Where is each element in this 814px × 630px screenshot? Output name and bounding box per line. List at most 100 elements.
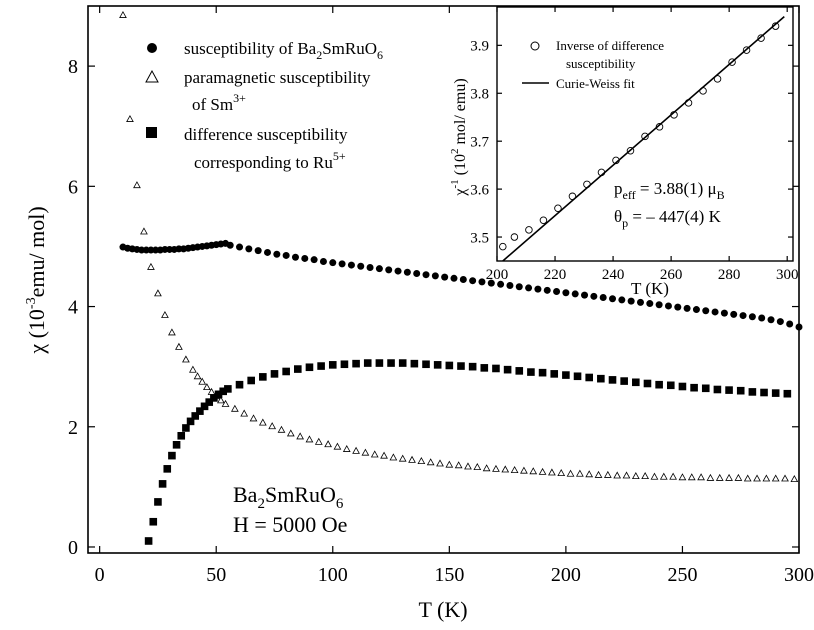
main-point-circle <box>226 241 234 249</box>
main-point-circle <box>590 292 598 300</box>
inset-fit-param-peff-part-1: p <box>614 179 623 198</box>
main-point-square <box>317 362 325 370</box>
legend-entry-2-line-2: of Sm3+ <box>192 91 246 114</box>
inset-fit-param-peff-part-2: = 3.88(1) μ <box>636 179 717 198</box>
main-point-circle <box>254 247 262 255</box>
main-point-square <box>433 361 442 369</box>
legend-entry-2-line-2-sup: 3+ <box>233 91 246 105</box>
main-point-triangle <box>650 472 659 480</box>
main-point-square <box>666 381 675 390</box>
main-point-square <box>503 365 512 374</box>
main-point-triangle <box>175 342 183 350</box>
main-point-circle <box>245 245 253 253</box>
main-point-square <box>210 394 218 402</box>
main-point-square <box>608 376 617 384</box>
main-point-triangle <box>510 466 519 474</box>
main-point-circle <box>702 307 710 315</box>
main-point-circle <box>711 308 719 316</box>
main-point-triangle <box>398 454 407 462</box>
main-point-square <box>214 390 223 399</box>
main-point-triangle <box>585 470 594 478</box>
inset-chart: 200 220 240 260 280 300 3.5 3.6 3.7 3.8 3.9 Invers… <box>449 6 798 298</box>
main-point-square <box>149 517 158 526</box>
inset-axes: 200 220 240 260 280 300 3.5 3.6 3.7 3.8 3.9 <box>470 7 798 283</box>
main-point-circle <box>319 257 327 265</box>
main-point-circle <box>301 254 309 262</box>
main-point-square <box>259 373 267 381</box>
main-point-triangle <box>408 455 416 463</box>
main-point-triangle <box>182 355 190 363</box>
main-point-triangle <box>126 114 134 122</box>
main-point-triangle <box>631 472 640 480</box>
main-y-axis-title-part-1: χ (10 <box>24 309 49 355</box>
legend-marker-filled-square <box>146 127 157 138</box>
main-point-square <box>154 498 162 506</box>
main-point-triangle <box>333 442 342 450</box>
main-plot-area <box>87 5 800 554</box>
main-point-circle <box>310 256 318 264</box>
main-point-square <box>168 451 176 460</box>
main-point-circle <box>739 312 747 320</box>
main-point-triangle <box>538 467 547 475</box>
main-point-square <box>200 402 209 411</box>
inset-fit-param-peff: peff = 3.88(1) μB <box>614 179 725 202</box>
main-point-triangle <box>147 262 155 270</box>
main-point-circle <box>571 290 579 298</box>
main-point-triangle <box>622 471 631 479</box>
inset-y-axis-title-sup-2: 2 <box>449 149 461 155</box>
legend-marker-open-triangle <box>145 69 159 83</box>
main-point-circle <box>655 301 663 309</box>
inset-point-open-circle <box>641 132 649 141</box>
main-point-circle <box>525 284 533 292</box>
main-point-triangle <box>361 448 370 456</box>
main-point-circle <box>385 266 393 274</box>
main-point-circle <box>664 302 672 310</box>
main-point-circle <box>618 296 626 304</box>
inset-y-axis-title: χ-1 (102 mol/ emu) <box>449 78 469 196</box>
legend-entry-3-line-1: difference susceptibility <box>184 125 348 144</box>
main-point-square <box>620 377 628 385</box>
main-point-square <box>191 412 200 420</box>
main-point-circle <box>431 272 439 280</box>
main-point-circle <box>627 297 635 305</box>
main-point-circle <box>487 279 495 287</box>
main-point-triangle <box>529 467 538 475</box>
inset-fit-param-peff-sub-2: B <box>717 188 725 202</box>
main-point-circle <box>469 277 477 285</box>
main-point-circle <box>413 269 421 277</box>
main-point-triangle <box>501 465 510 473</box>
main-point-circle <box>534 285 542 293</box>
legend-entry-1: susceptibility of Ba2SmRuO6 <box>184 39 383 62</box>
inset-point-open-circle <box>539 216 548 225</box>
main-point-circle <box>366 263 374 271</box>
inset-y-axis-title-part-3: mol/ emu) <box>452 78 469 148</box>
legend-marker-filled-circle <box>147 43 157 53</box>
inset-x-tick-label: 220 <box>544 267 567 283</box>
main-point-triangle <box>203 383 211 391</box>
inset-legend-entry-2: Curie-Weiss fit <box>556 76 635 91</box>
main-point-triangle <box>464 462 472 470</box>
main-point-square <box>701 384 710 393</box>
main-point-square <box>690 383 698 392</box>
main-point-square <box>219 387 228 396</box>
main-point-triangle <box>753 474 761 482</box>
inset-legend: Inverse of difference susceptibility Cur… <box>522 38 664 91</box>
main-point-square <box>282 367 290 376</box>
main-point-circle <box>263 248 271 256</box>
main-point-circle <box>776 318 784 326</box>
main-point-square <box>294 365 302 373</box>
inset-fit-param-theta-part-2: = – 447(4) K <box>628 207 721 226</box>
main-point-triangle <box>445 460 454 468</box>
main-point-triangle <box>548 468 556 476</box>
main-x-tick-label: 100 <box>318 564 348 586</box>
main-series-2 <box>119 10 799 483</box>
main-point-triangle <box>725 473 733 481</box>
main-point-square <box>725 386 733 394</box>
main-point-square <box>468 362 477 371</box>
main-point-circle <box>515 283 523 291</box>
main-point-circle <box>422 271 430 279</box>
main-point-square <box>305 363 314 372</box>
main-point-triangle <box>216 396 225 404</box>
inset-y-tick-label: 3.8 <box>470 87 489 103</box>
inset-fit-param-theta-part-1: θ <box>614 207 622 226</box>
